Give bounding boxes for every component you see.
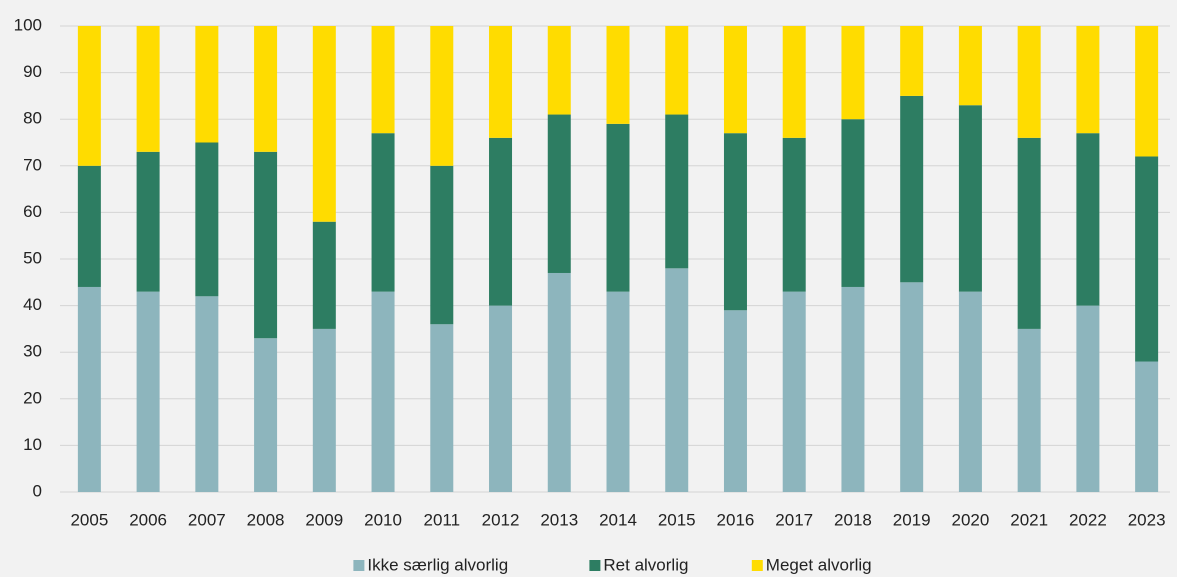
bar-segment: [195, 142, 219, 297]
bar-segment: [371, 26, 395, 134]
bar-segment: [900, 95, 924, 283]
y-tick-label: 50: [23, 248, 42, 267]
bar-segment: [1076, 133, 1100, 306]
x-tick-label: 2017: [775, 510, 813, 529]
bar-segment: [1135, 26, 1159, 157]
bar-segment: [665, 114, 689, 269]
y-tick-label: 60: [23, 202, 42, 221]
y-tick-label: 0: [33, 481, 42, 500]
x-tick-label: 2018: [834, 510, 872, 529]
bar-segment: [1135, 361, 1159, 492]
y-tick-label: 90: [23, 62, 42, 81]
bar-segment: [136, 151, 160, 292]
bar-segment: [430, 324, 454, 492]
y-tick-label: 70: [23, 155, 42, 174]
x-tick-label: 2010: [364, 510, 402, 529]
bar-segment: [606, 291, 630, 492]
bar-segment: [782, 291, 806, 492]
bar-segment: [254, 26, 278, 152]
bar-segment: [958, 26, 982, 106]
bar-segment: [254, 151, 278, 339]
bar-segment: [1135, 156, 1159, 362]
bar-segment: [841, 119, 865, 287]
bar-segment: [136, 26, 160, 152]
bar-segment: [195, 26, 219, 143]
bar-segment: [371, 291, 395, 492]
bar-segment: [665, 268, 689, 492]
x-tick-label: 2007: [188, 510, 226, 529]
x-tick-label: 2019: [893, 510, 931, 529]
bar-segment: [195, 296, 219, 492]
x-tick-label: 2021: [1010, 510, 1048, 529]
x-tick-label: 2023: [1128, 510, 1166, 529]
bar-segment: [723, 310, 747, 492]
x-tick-label: 2011: [424, 510, 461, 529]
bar-segment: [958, 291, 982, 492]
bar-segment: [841, 26, 865, 120]
x-tick-label: 2006: [129, 510, 167, 529]
x-tick-label: 2005: [70, 510, 108, 529]
bar-segment: [958, 105, 982, 292]
bar-segment: [547, 26, 571, 115]
legend-swatch: [751, 560, 763, 571]
x-tick-label: 2013: [540, 510, 578, 529]
bar-segment: [312, 221, 336, 329]
bar-segment: [782, 137, 806, 292]
bar-segment: [1017, 137, 1041, 329]
x-tick-label: 2008: [247, 510, 285, 529]
bar-segment: [606, 123, 630, 292]
legend-label: Ikke særlig alvorlig: [367, 555, 508, 574]
x-tick-label: 2020: [952, 510, 990, 529]
bar-segment: [606, 26, 630, 124]
x-tick-label: 2016: [717, 510, 755, 529]
bar-segment: [371, 133, 395, 292]
bar-segment: [312, 328, 336, 492]
bar-segment: [1017, 328, 1041, 492]
x-tick-label: 2022: [1069, 510, 1107, 529]
bar-segment: [900, 26, 924, 96]
bar-segment: [841, 286, 865, 492]
x-tick-label: 2012: [482, 510, 520, 529]
y-tick-label: 20: [23, 388, 42, 407]
bar-segment: [1076, 305, 1100, 492]
legend-label: Meget alvorlig: [766, 555, 872, 574]
bar-segment: [547, 114, 571, 273]
bar-segment: [136, 291, 160, 492]
legend-swatch: [353, 560, 365, 571]
bar-segment: [782, 26, 806, 138]
y-tick-label: 80: [23, 109, 42, 128]
bar-segment: [723, 26, 747, 134]
bar-segment: [312, 26, 336, 222]
bar-segment: [77, 165, 101, 287]
y-tick-label: 100: [14, 15, 42, 34]
bar-segment: [723, 133, 747, 311]
y-tick-label: 40: [23, 295, 42, 314]
bar-segment: [547, 272, 571, 492]
bar-segment: [1076, 26, 1100, 134]
bar-segment: [430, 165, 454, 325]
bar-segment: [430, 26, 454, 166]
legend-swatch: [589, 560, 601, 571]
bar-segment: [489, 137, 513, 306]
x-tick-label: 2009: [305, 510, 343, 529]
bar-segment: [77, 286, 101, 492]
y-tick-label: 30: [23, 342, 42, 361]
bar-segment: [1017, 26, 1041, 138]
bar-segment: [254, 338, 278, 492]
x-tick-label: 2014: [599, 510, 637, 529]
bar-segment: [77, 26, 101, 166]
bar-segment: [489, 26, 513, 138]
y-tick-label: 10: [23, 435, 42, 454]
bar-segment: [489, 305, 513, 492]
legend-label: Ret alvorlig: [603, 555, 688, 574]
bar-segment: [665, 26, 689, 115]
x-tick-label: 2015: [658, 510, 696, 529]
bar-segment: [900, 282, 924, 492]
